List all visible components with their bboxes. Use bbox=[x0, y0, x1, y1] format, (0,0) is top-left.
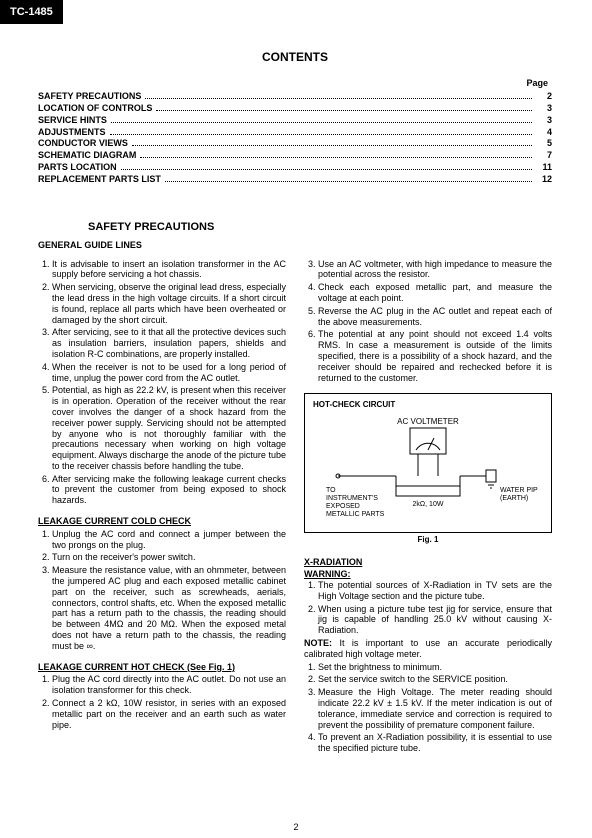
voltmeter-label: AC VOLTMETER bbox=[397, 417, 459, 426]
list-item: After servicing, see to it that all the … bbox=[52, 327, 286, 359]
toc-row: SERVICE HINTS 3 bbox=[38, 115, 552, 126]
page-body: CONTENTS Page SAFETY PRECAUTIONS2LOCATIO… bbox=[0, 0, 592, 776]
note-text: It is important to use an accurate perio… bbox=[304, 638, 552, 659]
svg-text:METALLIC PARTS: METALLIC PARTS bbox=[326, 511, 385, 518]
section-title: SAFETY PRECAUTIONS bbox=[88, 221, 552, 234]
list-item: It is advisable to insert an isolation t… bbox=[52, 259, 286, 281]
toc-title: CONDUCTOR VIEWS bbox=[38, 138, 128, 149]
list-item: Turn on the receiver's power switch. bbox=[52, 552, 286, 563]
list-item: Set the brightness to minimum. bbox=[318, 662, 552, 673]
list-item: Measure the High Voltage. The meter read… bbox=[318, 687, 552, 730]
list-item: When the receiver is not to be used for … bbox=[52, 362, 286, 384]
page-column-label: Page bbox=[38, 78, 552, 89]
toc-title: PARTS LOCATION bbox=[38, 162, 117, 173]
hot-check-heading: LEAKAGE CURRENT HOT CHECK (See Fig. 1) bbox=[38, 662, 286, 673]
svg-text:TO: TO bbox=[326, 487, 336, 494]
toc-dots bbox=[140, 157, 532, 158]
contents-title: CONTENTS bbox=[38, 50, 552, 64]
toc-title: SCHEMATIC DIAGRAM bbox=[38, 150, 136, 161]
list-item: Set the service switch to the SERVICE po… bbox=[318, 674, 552, 685]
toc-page: 3 bbox=[536, 103, 552, 114]
list-item: Reverse the AC plug in the AC outlet and… bbox=[318, 306, 552, 328]
note-line: NOTE: It is important to use an accurate… bbox=[304, 638, 552, 660]
list-item: Plug the AC cord directly into the AC ou… bbox=[52, 674, 286, 696]
toc-page: 11 bbox=[536, 162, 552, 173]
figure-1-box: HOT-CHECK CIRCUIT AC VOLTMETER bbox=[304, 393, 552, 533]
svg-text:INSTRUMENT'S: INSTRUMENT'S bbox=[326, 495, 378, 502]
list-item: Connect a 2 kΩ, 10W resistor, in series … bbox=[52, 698, 286, 730]
toc-dots bbox=[156, 110, 532, 111]
toc-row: REPLACEMENT PARTS LIST 12 bbox=[38, 174, 552, 185]
list-item: The potential at any point should not ex… bbox=[318, 329, 552, 383]
x-radiation-list-a: The potential sources of X-Radiation in … bbox=[304, 580, 552, 636]
toc-dots bbox=[132, 145, 532, 146]
toc-title: ADJUSTMENTS bbox=[38, 127, 106, 138]
toc-row: CONDUCTOR VIEWS 5 bbox=[38, 138, 552, 149]
list-item: To prevent an X-Radiation possibility, i… bbox=[318, 732, 552, 754]
list-item: Use an AC voltmeter, with high impedance… bbox=[318, 259, 552, 281]
toc-row: LOCATION OF CONTROLS 3 bbox=[38, 103, 552, 114]
warning-label: WARNING: bbox=[304, 569, 552, 580]
list-item: When servicing, observe the original lea… bbox=[52, 282, 286, 325]
toc-title: SERVICE HINTS bbox=[38, 115, 107, 126]
note-label: NOTE: bbox=[304, 638, 332, 648]
list-item: After servicing make the following leaka… bbox=[52, 474, 286, 506]
right-column: Use an AC voltmeter, with high impedance… bbox=[304, 259, 552, 757]
toc-dots bbox=[121, 169, 532, 170]
two-column-body: It is advisable to insert an isolation t… bbox=[38, 259, 552, 757]
svg-text:2kΩ, 10W: 2kΩ, 10W bbox=[413, 501, 444, 508]
toc-title: SAFETY PRECAUTIONS bbox=[38, 91, 141, 102]
hot-check-list: Plug the AC cord directly into the AC ou… bbox=[38, 674, 286, 730]
toc: SAFETY PRECAUTIONS 2 LOCATION OF CONTROLS 3… bbox=[38, 91, 552, 184]
x-radiation-list-b: Set the brightness to minimum.Set the se… bbox=[304, 662, 552, 754]
toc-title: LOCATION OF CONTROLS bbox=[38, 103, 152, 114]
list-item: When using a picture tube test jig for s… bbox=[318, 604, 552, 636]
page-number: 2 bbox=[293, 822, 298, 832]
toc-dots bbox=[110, 134, 532, 135]
figure-title: HOT-CHECK CIRCUIT bbox=[313, 400, 543, 410]
toc-page: 4 bbox=[536, 127, 552, 138]
toc-row: SAFETY PRECAUTIONS 2 bbox=[38, 91, 552, 102]
cold-check-heading: LEAKAGE CURRENT COLD CHECK bbox=[38, 516, 286, 527]
toc-page: 7 bbox=[536, 150, 552, 161]
general-guidelines-list: It is advisable to insert an isolation t… bbox=[38, 259, 286, 507]
toc-page: 2 bbox=[536, 91, 552, 102]
toc-title: REPLACEMENT PARTS LIST bbox=[38, 174, 161, 185]
toc-page: 3 bbox=[536, 115, 552, 126]
toc-dots bbox=[145, 98, 532, 99]
toc-dots bbox=[165, 181, 532, 182]
general-guidelines-heading: GENERAL GUIDE LINES bbox=[38, 240, 552, 251]
svg-text:EXPOSED: EXPOSED bbox=[326, 503, 360, 510]
left-column: It is advisable to insert an isolation t… bbox=[38, 259, 286, 757]
toc-row: ADJUSTMENTS 4 bbox=[38, 127, 552, 138]
toc-page: 12 bbox=[536, 174, 552, 185]
toc-row: SCHEMATIC DIAGRAM 7 bbox=[38, 150, 552, 161]
doc-label: TC-1485 bbox=[0, 0, 63, 24]
toc-row: PARTS LOCATION 11 bbox=[38, 162, 552, 173]
hot-check-circuit-diagram: AC VOLTMETER bbox=[318, 414, 538, 524]
list-item: Check each exposed metallic part, and me… bbox=[318, 282, 552, 304]
cold-check-list: Unplug the AC cord and connect a jumper … bbox=[38, 529, 286, 652]
list-item: Measure the resistance value, with an oh… bbox=[52, 565, 286, 651]
list-item: Potential, as high as 22.2 kV, is presen… bbox=[52, 385, 286, 471]
hot-check-list-cont: Use an AC voltmeter, with high impedance… bbox=[304, 259, 552, 384]
svg-text:(EARTH): (EARTH) bbox=[500, 495, 528, 502]
toc-dots bbox=[111, 122, 532, 123]
list-item: The potential sources of X-Radiation in … bbox=[318, 580, 552, 602]
x-radiation-heading: X-RADIATION bbox=[304, 557, 552, 568]
svg-text:WATER PIPE: WATER PIPE bbox=[500, 487, 538, 494]
toc-page: 5 bbox=[536, 138, 552, 149]
figure-caption: Fig. 1 bbox=[304, 535, 552, 545]
list-item: Unplug the AC cord and connect a jumper … bbox=[52, 529, 286, 551]
